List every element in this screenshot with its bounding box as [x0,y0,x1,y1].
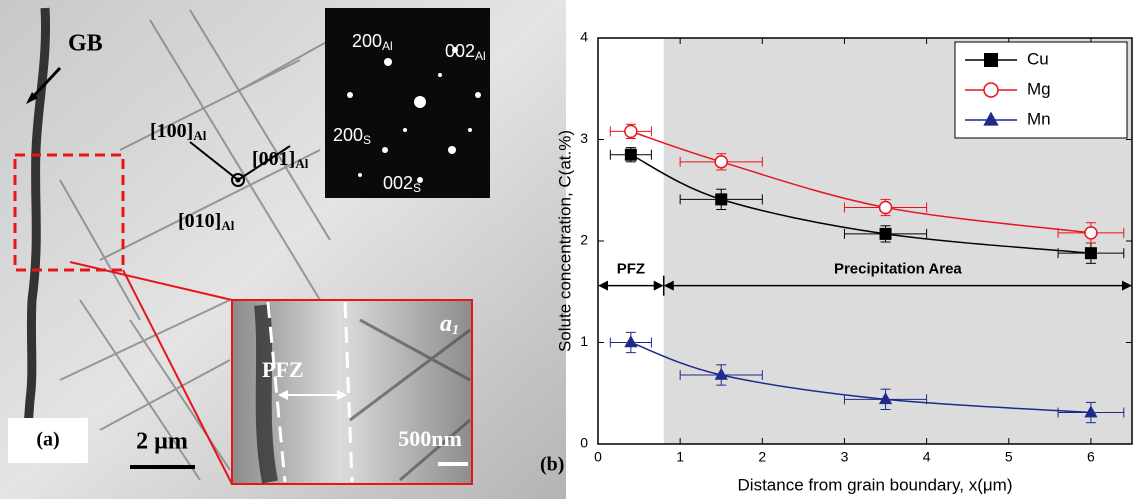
label-sub: Al [221,218,234,233]
x-tick-label: 4 [923,449,931,465]
x-tick-label: 5 [1005,449,1013,465]
label-sub: Al [475,49,486,63]
diffraction-pattern [325,8,490,198]
arrowhead [654,281,664,291]
x-tick-label: 6 [1087,449,1095,465]
panel-label: (b) [540,454,564,476]
data-point [624,335,637,347]
label-main: [001] [252,148,295,170]
scale-label: 500nm [398,426,462,451]
label-main: [010] [178,210,221,232]
data-point [1085,247,1097,259]
y-tick-label: 2 [580,232,588,248]
label-main: [100] [150,120,193,142]
legend-label: Mg [1027,79,1051,98]
legend-label: Mn [1027,109,1051,128]
y-tick-label: 4 [580,29,588,45]
legend-marker [984,83,998,97]
label-main: 200 [333,125,363,145]
data-point [1085,227,1097,239]
data-point [625,149,637,161]
scale-label: 2 µm [136,429,188,455]
x-tick-label: 3 [841,449,849,465]
label-sub: Al [382,39,393,53]
label-sub: 1 [452,323,459,338]
x-tick-label: 2 [758,449,766,465]
data-point [880,228,892,240]
pfz-label: PFZ [262,357,304,382]
label-sub: S [363,133,371,147]
region-label: Precipitation Area [834,261,962,278]
figure: (a) GB [100]Al [001]Al [010]Al 200Al 002… [0,0,1136,499]
data-point [625,125,637,137]
arrowhead [598,281,608,291]
label-sub: Al [193,128,206,143]
x-tick-label: 1 [676,449,684,465]
label-sub: Al [295,156,308,171]
y-axis-label: Solute concentration, C(at.%) [555,130,574,352]
y-tick-label: 1 [580,333,588,349]
data-point [715,156,727,168]
data-point [880,202,892,214]
chart: PFZ Precipitation Area 0 1 2 3 4 5 6 0 1 2 3 4 Distanc… [540,29,1132,495]
x-axis-label: Distance from grain boundary, x(μm) [738,475,1013,494]
micrograph: (a) GB [100]Al [001]Al [010]Al 200Al 002… [0,0,566,499]
x-tick-label: 0 [594,449,602,465]
region-label: PFZ [617,261,645,278]
y-tick-label: 0 [580,435,588,451]
y-tick-label: 3 [580,130,588,146]
legend-marker [984,53,998,67]
label-main: 200 [352,31,382,51]
label-main: 002 [383,173,413,193]
panel-label: (a) [36,429,59,451]
legend-label: Cu [1027,49,1049,68]
label-sub: S [413,181,421,195]
inset-boundary [262,305,270,482]
data-point [715,193,727,205]
label-main: 002 [445,41,475,61]
label-main: a [440,311,452,337]
gb-label: GB [68,31,103,57]
